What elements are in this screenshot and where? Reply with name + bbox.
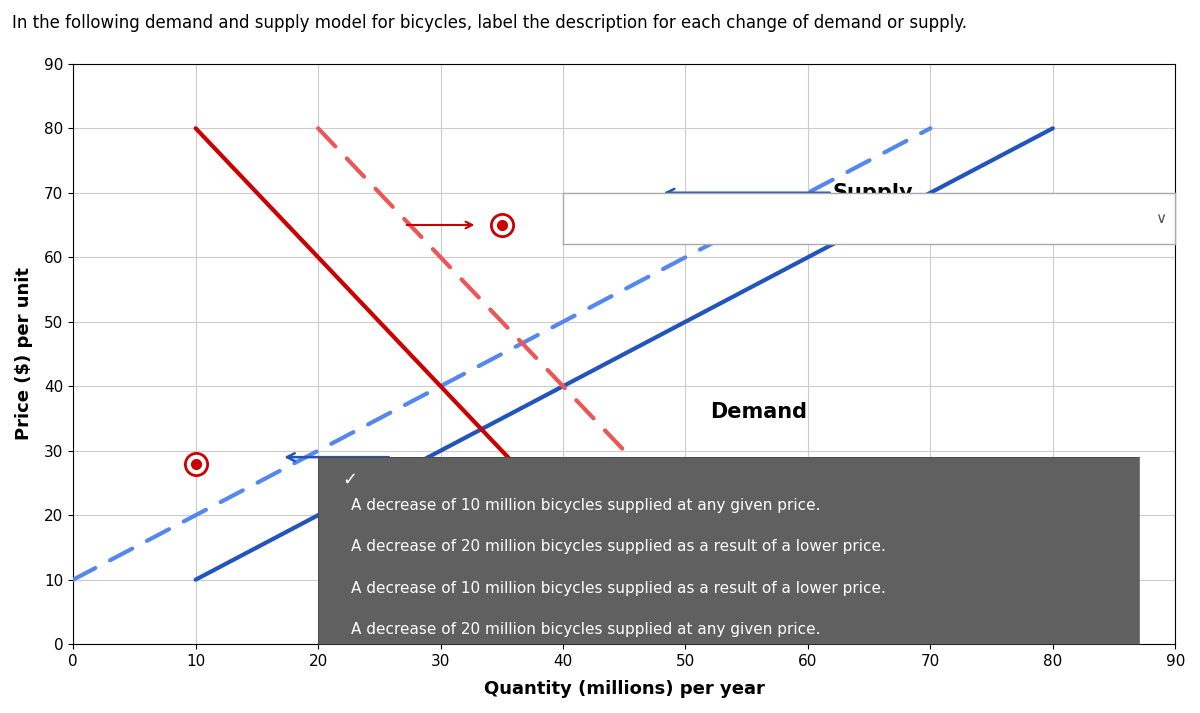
X-axis label: Quantity (millions) per year: Quantity (millions) per year: [484, 680, 764, 698]
Text: Supply: Supply: [833, 183, 913, 203]
Text: A decrease of 10 million bicycles supplied as a result of a lower price.: A decrease of 10 million bicycles suppli…: [350, 580, 886, 595]
Text: In the following demand and supply model for bicycles, label the description for: In the following demand and supply model…: [12, 14, 967, 32]
Text: A decrease of 20 million bicycles supplied as a result of a lower price.: A decrease of 20 million bicycles suppli…: [350, 540, 886, 555]
Text: ∨: ∨: [1156, 211, 1166, 226]
Text: A decrease of 10 million bicycles supplied at any given price.: A decrease of 10 million bicycles suppli…: [350, 498, 821, 513]
Text: A decrease of 20 million bicycles supplied at any given price.: A decrease of 20 million bicycles suppli…: [350, 622, 821, 637]
Text: ✓: ✓: [343, 471, 358, 488]
Text: Demand: Demand: [710, 402, 806, 423]
Y-axis label: Price ($) per unit: Price ($) per unit: [16, 267, 34, 441]
